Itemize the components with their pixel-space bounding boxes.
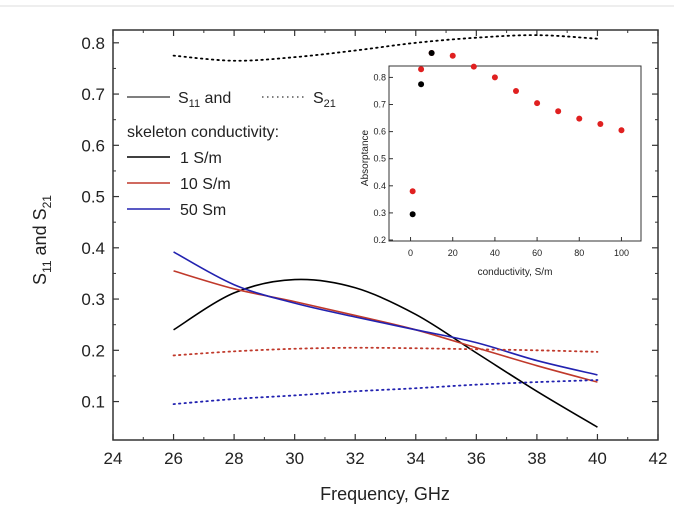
x-tick-label: 42 (649, 449, 668, 468)
y-tick-label: 0.1 (81, 393, 105, 412)
inset-data-point (470, 63, 477, 70)
inset-x-tick-label: 80 (574, 248, 584, 258)
inset-y-tick-label: 0.4 (373, 181, 386, 191)
legend-s11-label: S11 and (178, 90, 231, 110)
inset-x-tick-label: 60 (532, 248, 542, 258)
x-tick-label: 30 (285, 449, 304, 468)
inset-data-point (418, 66, 425, 73)
inset-data-point (409, 211, 416, 218)
inset-y-tick-label: 0.5 (373, 154, 386, 164)
inset-y-tick-label: 0.2 (373, 235, 386, 245)
series-line-s11-3 (173, 251, 598, 376)
inset-data-point (555, 108, 562, 115)
x-axis-title: Frequency, GHz (320, 484, 450, 504)
legend-item-3: 50 Sm (180, 202, 226, 219)
main-axes-ticks: 24 26 28 30 32 34 36 38 40 42 0.1 0.2 0.3 0.4 0.5 0.6 0.… (81, 30, 667, 468)
x-tick-label: 24 (104, 449, 123, 468)
legend-item-2: 10 S/m (180, 176, 231, 193)
inset-y-tick-label: 0.7 (373, 100, 386, 110)
inset-x-tick-label: 40 (490, 248, 500, 258)
legend-s21-label: S21 (313, 90, 336, 110)
inset-frame (388, 65, 642, 242)
inset-data-point (418, 81, 425, 88)
legend-header: skeleton conductivity: (127, 124, 279, 141)
series-line-s21-2 (172, 346, 599, 357)
x-tick-label: 34 (406, 449, 425, 468)
y-axis-title-s: S (30, 273, 50, 285)
x-tick-label: 38 (527, 449, 546, 468)
inset-x-axis-title: conductivity, S/m (478, 267, 553, 278)
inset-y-tick-label: 0.3 (373, 208, 386, 218)
inset-x-tick-label: 20 (448, 248, 458, 258)
y-axis-title-and: and S (30, 208, 50, 260)
y-tick-label: 0.8 (81, 34, 105, 53)
inset-data-point (597, 121, 604, 128)
y-tick-label: 0.6 (81, 136, 105, 155)
x-tick-label: 40 (588, 449, 607, 468)
y-axis-title: S11 and S21 (30, 195, 54, 285)
x-tick-label: 36 (467, 449, 486, 468)
inset-data-point (449, 52, 456, 59)
inset-series-group (409, 50, 625, 218)
series-line-s11-1 (173, 278, 598, 428)
legend-item-1: 1 S/m (180, 150, 222, 167)
legend: S11 and S21 skeleton conductivity: 1 S/m… (127, 90, 336, 219)
y-axis-title-sub1: 11 (40, 260, 54, 273)
main-series-group (172, 34, 599, 428)
x-tick-label: 32 (346, 449, 365, 468)
inset-x-tick-label: 100 (614, 248, 629, 258)
x-tick-label: 26 (164, 449, 183, 468)
inset-data-point (618, 127, 625, 134)
y-tick-label: 0.7 (81, 85, 105, 104)
y-tick-label: 0.2 (81, 341, 105, 360)
inset-x-tick-label: 0 (408, 248, 413, 258)
series-line-s21-3 (172, 379, 599, 406)
inset-data-point (428, 50, 435, 57)
inset-data-point (409, 188, 416, 195)
y-axis-title-sub2: 21 (40, 195, 54, 209)
inset-y-axis-title: Absorptance (360, 129, 371, 186)
inset-data-point (534, 100, 541, 107)
inset-data-point (576, 115, 583, 122)
series-line-s21-1 (172, 34, 599, 62)
inset-data-point (513, 87, 519, 94)
series-line-s11-2 (173, 270, 598, 383)
inset-y-tick-label: 0.8 (373, 72, 386, 82)
inset-axes-ticks: 0 20 40 60 80 100 0.2 0.3 0.4 0.5 0.6 0.7 0.8 (373, 72, 628, 258)
x-tick-label: 28 (225, 449, 244, 468)
y-tick-label: 0.4 (81, 239, 105, 258)
y-tick-label: 0.5 (81, 188, 105, 207)
inset-data-point (491, 74, 498, 81)
y-tick-label: 0.3 (81, 290, 105, 309)
inset-y-tick-label: 0.6 (373, 127, 386, 137)
